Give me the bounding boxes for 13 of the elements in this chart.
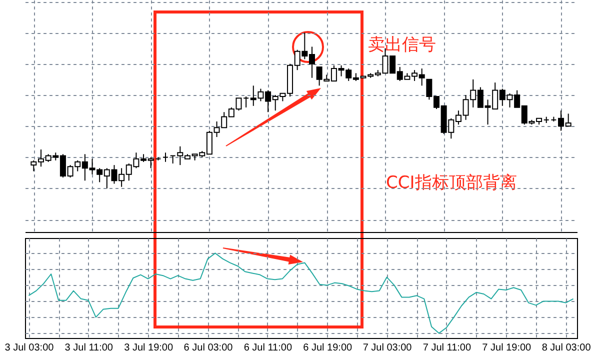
x-tick-label: 7 Jul 11:00 [422, 342, 472, 354]
x-tick-label: 3 Jul 03:00 [4, 342, 54, 354]
x-tick-label: 7 Jul 19:00 [482, 342, 532, 354]
x-tick-label: 6 Jul 03:00 [184, 342, 234, 354]
x-tick-label: 3 Jul 11:00 [64, 342, 114, 354]
candlestick [243, 96, 250, 108]
x-tick-label: 6 Jul 19:00 [303, 342, 353, 354]
candlestick [162, 152, 168, 162]
annotation: 卖出信号 [368, 35, 436, 55]
x-tick-label: 7 Jul 03:00 [362, 342, 412, 354]
x-tick-label: 6 Jul 11:00 [244, 342, 292, 354]
x-tick-label: 8 Jul 03:00 [542, 342, 592, 354]
x-tick-label: 3 Jul 19:00 [124, 342, 174, 354]
